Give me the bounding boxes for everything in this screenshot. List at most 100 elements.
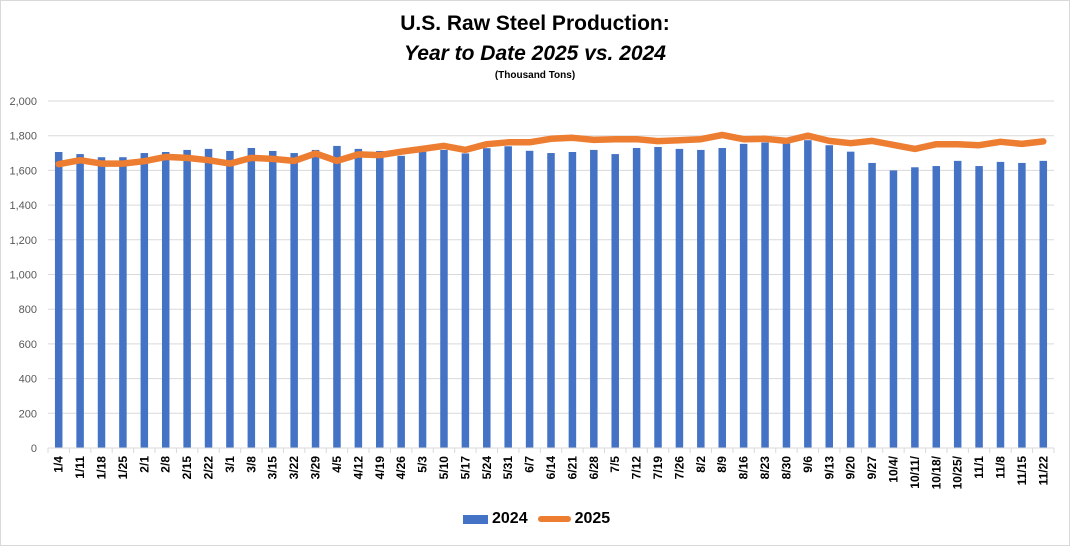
- bar-2024: [697, 149, 705, 448]
- bar-2024: [504, 146, 512, 448]
- x-tick-label: 2/8: [159, 456, 173, 473]
- x-tick-label: 5/10: [437, 456, 451, 480]
- bar-2024: [204, 148, 213, 449]
- bar-2024: [247, 148, 256, 448]
- x-tick-label: 9/13: [822, 456, 836, 480]
- y-tick-label: 1,800: [9, 131, 37, 143]
- x-tick-label: 8/16: [737, 456, 751, 480]
- bar-2024: [418, 151, 427, 449]
- x-tick-label: 8/23: [758, 456, 772, 480]
- bar-2024: [996, 161, 1005, 448]
- bar-2024: [76, 154, 84, 448]
- x-tick-label: 9/20: [844, 456, 858, 480]
- bar-2024: [782, 143, 791, 448]
- bar-2024: [825, 145, 834, 448]
- x-tick-label: 6/14: [544, 456, 558, 480]
- bar-2024: [1039, 160, 1048, 449]
- x-tick-label: 8/2: [694, 456, 708, 473]
- y-tick-label: 200: [19, 408, 37, 420]
- y-axis-ticks: 0 200 400 600 800 1,000 1,200 1,400 1,600 1,800 2,…: [9, 96, 37, 455]
- x-tick-label: 10/11/: [908, 455, 922, 488]
- x-tick-label: 6/28: [587, 456, 601, 480]
- x-tick-label: 2/1: [137, 456, 151, 473]
- bar-2024: [483, 148, 491, 448]
- x-tick-label: 4/19: [373, 456, 387, 480]
- x-tick-label: 5/17: [458, 456, 472, 480]
- x-tick-label: 11/8: [993, 456, 1007, 479]
- x-tick-label: 2/15: [180, 456, 194, 480]
- bar-2024: [932, 166, 941, 448]
- bar-2024: [846, 151, 855, 449]
- chart-units-label: (Thousand Tons): [494, 70, 576, 81]
- x-tick-label: 1/25: [116, 456, 130, 480]
- x-tick-label: 3/29: [309, 456, 323, 480]
- x-tick-label: 9/27: [865, 456, 879, 480]
- bar-2024: [161, 152, 170, 448]
- x-tick-label: 7/19: [651, 456, 665, 480]
- bar-2024: [975, 166, 983, 448]
- bar-2024: [183, 149, 191, 448]
- bars-2024: [54, 140, 1048, 449]
- x-tick-label: 10/25/: [951, 455, 965, 489]
- x-tick-label: 3/15: [266, 456, 280, 480]
- x-tick-label: 7/12: [630, 456, 644, 480]
- x-tick-label: 8/30: [779, 456, 793, 480]
- bar-2024: [311, 149, 320, 448]
- x-tick-label: 10/18/: [929, 455, 943, 489]
- bar-2024: [119, 157, 127, 449]
- chart-title: U.S. Raw Steel Production:: [400, 12, 670, 35]
- bar-2024: [568, 152, 577, 448]
- bar-2024: [268, 150, 277, 448]
- bar-2024: [440, 149, 448, 448]
- x-tick-label: 9/6: [801, 456, 815, 473]
- x-tick-label: 5/3: [416, 456, 430, 473]
- legend-swatch-2024: [463, 514, 488, 524]
- y-tick-label: 0: [31, 443, 37, 455]
- x-tick-label: 3/8: [244, 456, 258, 473]
- bar-2024: [354, 148, 363, 449]
- x-tick-label: 5/24: [480, 456, 494, 480]
- bar-2024: [654, 146, 662, 449]
- bar-2024: [675, 148, 684, 449]
- x-tick-label: 11/15: [1015, 456, 1029, 486]
- legend-swatch-2025: [537, 516, 571, 522]
- y-tick-label: 400: [19, 374, 37, 386]
- y-tick-label: 1,400: [9, 200, 37, 212]
- bar-2024: [461, 153, 470, 448]
- bar-2024: [397, 155, 405, 449]
- y-tick-label: 1,000: [9, 270, 37, 282]
- bar-2024: [290, 153, 298, 449]
- x-tick-label: 2/22: [202, 456, 216, 480]
- bar-2024: [953, 160, 962, 449]
- x-tick-label: 4/5: [330, 456, 344, 473]
- x-tick-label: 3/1: [223, 456, 237, 473]
- bar-2024: [590, 149, 598, 448]
- y-tick-label: 1,200: [9, 235, 37, 247]
- bar-2024: [739, 143, 748, 449]
- x-tick-label: 6/21: [565, 456, 579, 480]
- x-tick-label: 10/4/: [886, 455, 900, 482]
- legend-label-2024: 2024: [492, 510, 528, 527]
- bar-2024: [376, 150, 384, 448]
- x-tick-label: 1/18: [95, 456, 109, 480]
- bar-2024: [1018, 162, 1026, 448]
- x-tick-label: 3/22: [287, 456, 301, 480]
- bar-2024: [97, 157, 106, 449]
- bar-2024: [611, 154, 619, 448]
- x-tick-label: 1/4: [52, 456, 66, 473]
- x-tick-label: 11/22: [1036, 456, 1050, 486]
- y-tick-label: 600: [19, 339, 37, 351]
- x-axis: 1/4 1/11 1/18 1/25 2/1 2/8 2/15 2/22 3/1 3/8 3/15 3…: [47, 447, 1055, 489]
- bar-2024: [804, 140, 812, 448]
- bar-2024: [868, 162, 876, 448]
- bar-2024: [889, 170, 898, 448]
- x-tick-label: 4/12: [351, 456, 365, 480]
- chart-subtitle: Year to Date 2025 vs. 2024: [404, 42, 666, 65]
- x-tick-label: 5/31: [501, 456, 515, 480]
- y-tick-label: 1,600: [9, 165, 37, 177]
- x-tick-label: 7/5: [608, 456, 622, 473]
- x-tick-label: 1/11: [73, 456, 87, 479]
- bar-2024: [547, 153, 555, 449]
- y-tick-label: 800: [19, 304, 37, 316]
